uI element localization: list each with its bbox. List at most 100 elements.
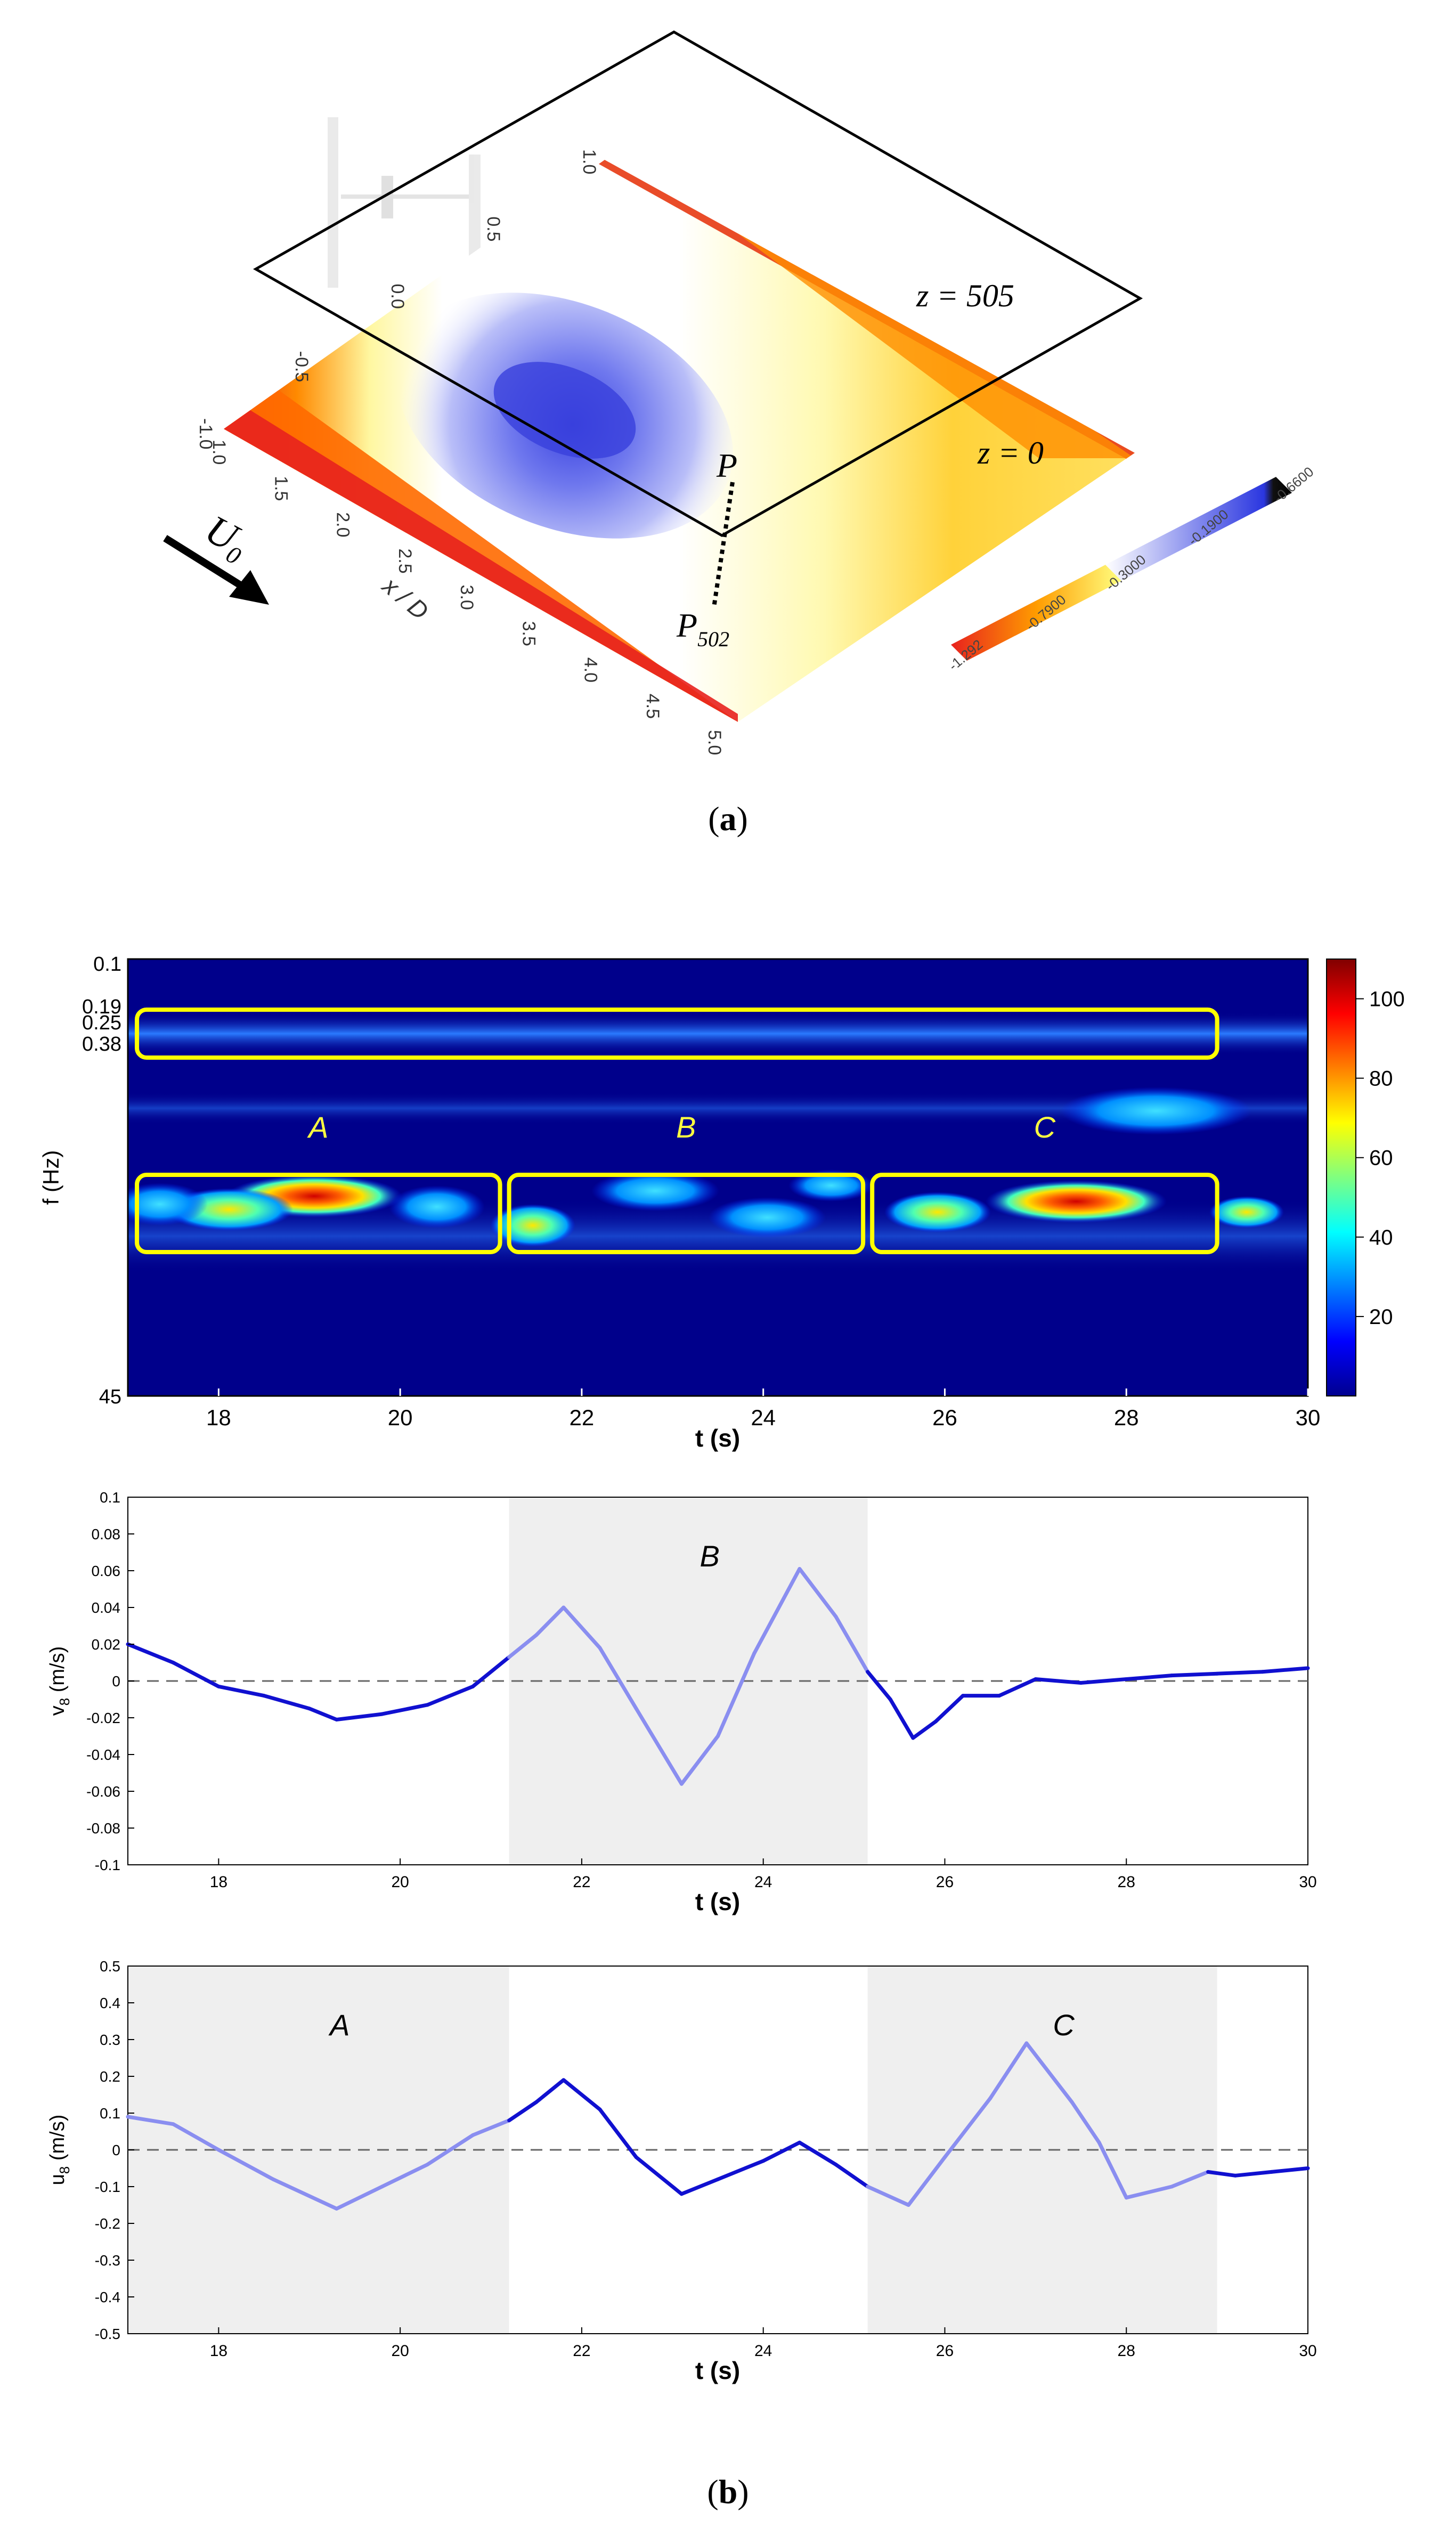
v8-line-segment	[1215, 1670, 1265, 1676]
v8-line-segment	[1260, 1666, 1310, 1674]
v8-region-label: B	[699, 1539, 719, 1573]
v8-series	[126, 1567, 1310, 1786]
panel-a-x-tick: 4.0	[581, 657, 601, 683]
panel-a-x-tick: 1.5	[271, 476, 291, 501]
v8-line-segment	[171, 1661, 221, 1688]
scalogram-y-label: f (Hz)	[38, 1150, 63, 1205]
u8-line-segment	[335, 2184, 384, 2211]
panel-a-x-tick: 2.0	[333, 512, 353, 537]
panel-a-x-ticks: 1.0 1.5 2.0 2.5 3.0 3.5 4.0 4.5 5.0	[209, 440, 725, 755]
v8-line-segment	[380, 1703, 429, 1716]
scalogram-colorbar-tick: 40	[1369, 1226, 1393, 1249]
scalogram-colorbar-ticks: 20 40 60 80 100	[1356, 988, 1405, 1329]
scalogram-y-tick: 45	[99, 1386, 121, 1408]
scalogram-box	[507, 1173, 866, 1254]
v8-y-tick: 0.06	[92, 1563, 121, 1579]
u8-y-tick: 0.3	[100, 2032, 120, 2048]
scalogram-x-tick: 26	[932, 1405, 957, 1430]
v8-line-segment	[562, 1605, 602, 1650]
u8-y-tick: 0.2	[100, 2068, 120, 2085]
panel-a-x-tick: 1.0	[209, 440, 229, 465]
v8-x-tick: 22	[573, 1873, 590, 1891]
u8-y-ticks: 0.5 0.4 0.3 0.2 0.1 0 -0.1 -0.2 -0.3 -0.4 -0.5	[95, 1958, 134, 2342]
u8-y-tick: -0.1	[95, 2179, 120, 2195]
panel-a-y-tick: -1.0	[196, 418, 216, 450]
panel-a-y-tick: 1.0	[579, 149, 599, 174]
flow-arrowhead-icon	[229, 570, 269, 605]
u8-y-tick: 0.5	[100, 1958, 120, 1975]
panel-a-y-tick: 0.0	[387, 284, 408, 309]
panel-a-y-tick: 0.5	[483, 216, 503, 241]
scalogram-colorbar-tick: 20	[1369, 1305, 1393, 1329]
scalogram-region-labels: A B C	[307, 1110, 1056, 1144]
u8-chart: 18 20 22 24 26 28 30 0.5 0.4 0.3 0.2 0.1 0 -0.1 -0.2 -…	[46, 1958, 1317, 2384]
u8-region-label: A	[328, 2008, 349, 2042]
scalogram-region-label: A	[307, 1110, 328, 1144]
scalogram-region-label: C	[1034, 1110, 1056, 1144]
u8-line-segment	[126, 2115, 175, 2126]
v8-x-tick: 24	[754, 1873, 772, 1891]
v8-y-tick: -0.02	[86, 1710, 120, 1726]
caption-b: (b)	[707, 2473, 749, 2511]
v8-line-segment	[470, 1655, 511, 1688]
u8-line-segment	[906, 2155, 947, 2207]
u8-line-segment	[834, 2163, 870, 2189]
v8-y-tick: -0.04	[86, 1747, 120, 1763]
v8-line-segment	[933, 1694, 965, 1724]
v8-line-segment	[126, 1642, 175, 1664]
point-p502-label: P502	[676, 606, 729, 651]
scalogram-plot	[128, 959, 1308, 1396]
u8-line-segment	[866, 2184, 910, 2207]
v8-line-segment	[716, 1651, 757, 1738]
scalogram-x-tick: 30	[1296, 1405, 1321, 1430]
plane-z505	[253, 30, 1143, 537]
v8-line-segment	[425, 1684, 475, 1707]
panel-a-colorbar	[951, 477, 1292, 661]
v8-y-tick: -0.06	[86, 1783, 120, 1800]
scalogram-colorbar-tick: 60	[1369, 1147, 1393, 1170]
panel-a-axis-label: x / D	[377, 571, 434, 626]
v8-line-segment	[866, 1670, 892, 1701]
panel-a-y-ticks: -1.0 -0.5 0.0 0.5 1.0	[196, 149, 599, 450]
u8-x-tick: 22	[573, 2342, 590, 2360]
u8-region-label: C	[1053, 2008, 1075, 2042]
panel-a-x-tick: 2.5	[395, 548, 415, 573]
plane-z0-label: z = 0	[977, 435, 1044, 470]
v8-x-tick: 30	[1299, 1873, 1316, 1891]
u8-line-segment	[171, 2122, 221, 2152]
u8-y-tick: -0.4	[95, 2289, 120, 2305]
u8-line-segment	[470, 2118, 511, 2137]
scalogram-box	[135, 1173, 502, 1254]
v8-y-ticks: 0.1 0.08 0.06 0.04 0.02 0 -0.02 -0.04 -0.06 -0.08…	[86, 1489, 134, 1873]
scalogram-x-tick: 22	[570, 1405, 595, 1430]
v8-x-ticks: 18 20 22 24 26 28 30	[210, 1858, 1317, 1891]
u8-line-segment	[761, 2140, 802, 2163]
scalogram-boxes	[135, 1008, 1219, 1254]
u8-x-tick: 26	[936, 2342, 954, 2360]
u8-line-segment	[716, 2159, 766, 2181]
u8-y-tick: 0.1	[100, 2105, 120, 2122]
scalogram-box	[135, 1008, 1219, 1060]
scalogram-x-tick: 20	[388, 1405, 413, 1430]
u8-line-segment	[562, 2078, 602, 2111]
v8-y-label: v8 (m/s)	[46, 1646, 72, 1716]
scalogram-x-tick: 24	[751, 1405, 776, 1430]
v8-line-segment	[598, 1646, 638, 1711]
panel-a-y-tick: -0.5	[291, 351, 312, 383]
u8-line-segment	[380, 2163, 429, 2189]
point-p-label: P	[716, 446, 737, 484]
u8-x-label: t (s)	[695, 2357, 740, 2384]
u8-line-segment	[634, 2155, 684, 2196]
u8-line-segment	[1124, 2184, 1174, 2200]
scalogram-colorbar	[1326, 959, 1356, 1396]
panel-a-x-tick: 3.5	[518, 621, 539, 646]
probe-line	[712, 482, 735, 608]
v8-line-segment	[307, 1707, 339, 1721]
u8-y-label: u8 (m/s)	[46, 2115, 72, 2186]
v8-line-segment	[1124, 1674, 1174, 1682]
v8-line-segment	[752, 1567, 802, 1655]
v8-line-segment	[507, 1633, 539, 1659]
v8-line-segment	[997, 1677, 1038, 1698]
v8-y-tick: 0.1	[100, 1489, 120, 1506]
v8-y-tick: 0.04	[92, 1599, 121, 1616]
